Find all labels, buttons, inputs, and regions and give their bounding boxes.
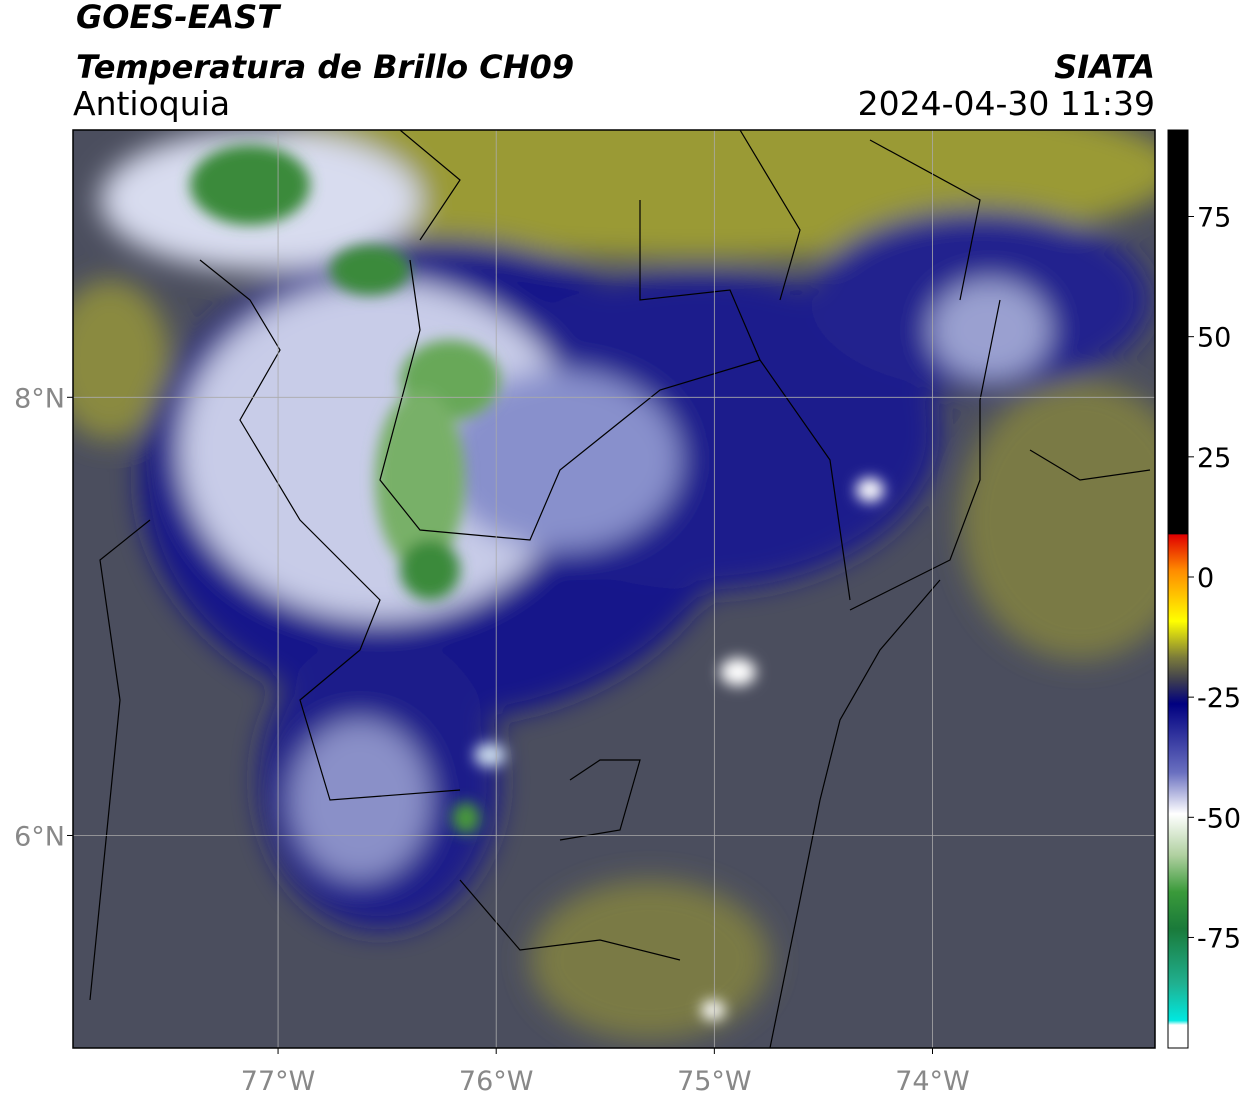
colorbar-tick-label: -75 bbox=[1197, 923, 1241, 954]
x-tick-label: 77°W bbox=[241, 1066, 316, 1097]
title: GOES-EAST bbox=[76, 0, 281, 36]
y-tick-label: 6°N bbox=[14, 821, 65, 852]
colorbar-tick-label: 25 bbox=[1197, 443, 1231, 474]
colorbar-tick-label: -25 bbox=[1197, 683, 1241, 714]
x-tick-label: 76°W bbox=[459, 1066, 534, 1097]
subtitle: Temperatura de Brillo CH09 bbox=[76, 48, 574, 86]
colorbar-tick-label: -50 bbox=[1197, 803, 1241, 834]
source: SIATA bbox=[1054, 48, 1155, 86]
satellite-image bbox=[73, 130, 1155, 1048]
map-frame bbox=[72, 129, 1156, 1049]
region: Antioquia bbox=[73, 84, 230, 123]
colorbar-tick-label: 0 bbox=[1197, 563, 1214, 594]
timestamp: 2024-04-30 11:39 bbox=[858, 84, 1155, 123]
colorbar bbox=[1167, 129, 1189, 1049]
x-tick-label: 75°W bbox=[677, 1066, 752, 1097]
colorbar-tick-label: 75 bbox=[1197, 203, 1231, 234]
x-tick-label: 74°W bbox=[895, 1066, 970, 1097]
colorbar-tick-label: 50 bbox=[1197, 323, 1231, 354]
y-tick-label: 8°N bbox=[14, 383, 65, 414]
